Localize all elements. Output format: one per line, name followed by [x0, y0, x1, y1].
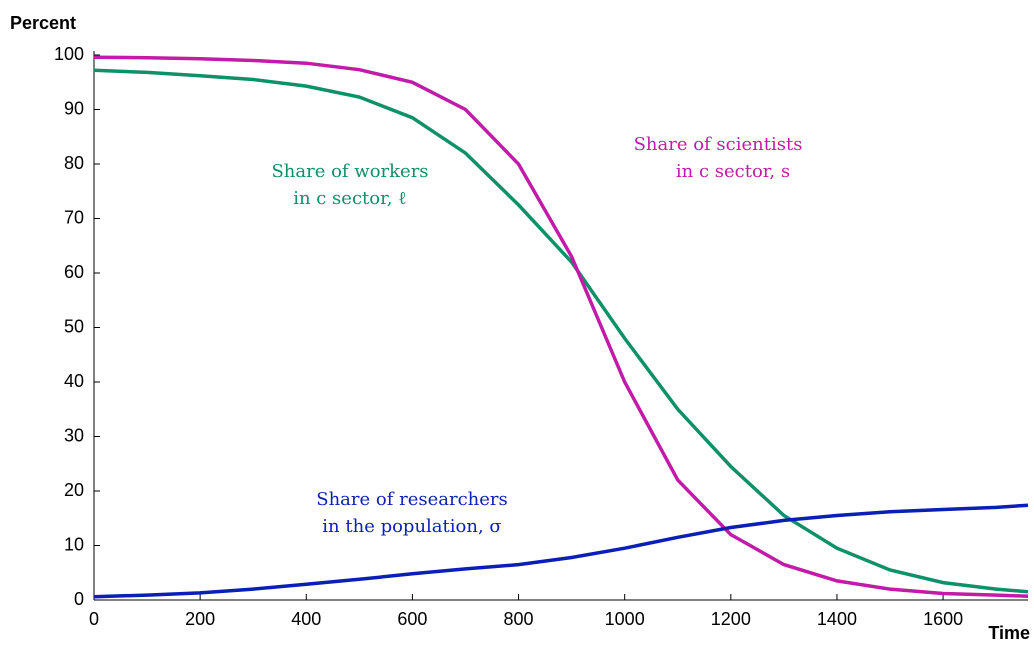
x-tick-label: 200: [185, 609, 215, 629]
y-tick-label: 90: [64, 98, 84, 118]
y-tick-label: 40: [64, 371, 84, 391]
y-tick-label: 30: [64, 425, 84, 445]
x-tick-label: 1000: [605, 609, 645, 629]
x-tick-label: 800: [504, 609, 534, 629]
series-line: [93, 68, 1029, 594]
annotation: in the population, σ: [322, 516, 501, 537]
y-tick-label: 100: [54, 44, 84, 64]
annotation: in c sector, ℓ: [293, 188, 407, 209]
annotation: in c sector, s: [676, 161, 790, 182]
annotation: Share of scientists: [634, 134, 803, 155]
x-axis-label: Time: [988, 623, 1030, 643]
x-tick-label: 1200: [711, 609, 751, 629]
annotation: Share of researchers: [316, 489, 508, 510]
y-tick-label: 10: [64, 534, 84, 554]
y-tick-label: 20: [64, 480, 84, 500]
y-tick-label: 50: [64, 316, 84, 336]
y-tick-label: 60: [64, 262, 84, 282]
x-tick-label: 1600: [923, 609, 963, 629]
x-tick-label: 1400: [817, 609, 857, 629]
y-axis-label: Percent: [10, 13, 76, 33]
x-tick-label: 0: [89, 609, 99, 629]
series-line: [93, 503, 1029, 599]
x-tick-label: 600: [397, 609, 427, 629]
y-tick-label: 70: [64, 207, 84, 227]
series-line: [93, 55, 1029, 598]
y-tick-label: 80: [64, 153, 84, 173]
y-tick-label: 0: [74, 589, 84, 609]
annotation: Share of workers: [271, 161, 428, 182]
x-tick-label: 400: [291, 609, 321, 629]
